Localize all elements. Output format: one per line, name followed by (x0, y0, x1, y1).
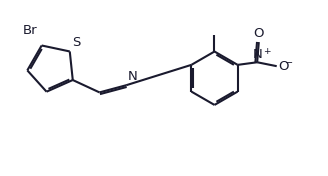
Text: N: N (252, 48, 262, 61)
Text: N: N (128, 70, 137, 83)
Text: +: + (263, 47, 271, 56)
Text: Br: Br (23, 24, 38, 37)
Text: O: O (254, 27, 264, 40)
Text: S: S (72, 36, 81, 49)
Text: O: O (278, 60, 289, 73)
Text: −: − (285, 58, 293, 68)
